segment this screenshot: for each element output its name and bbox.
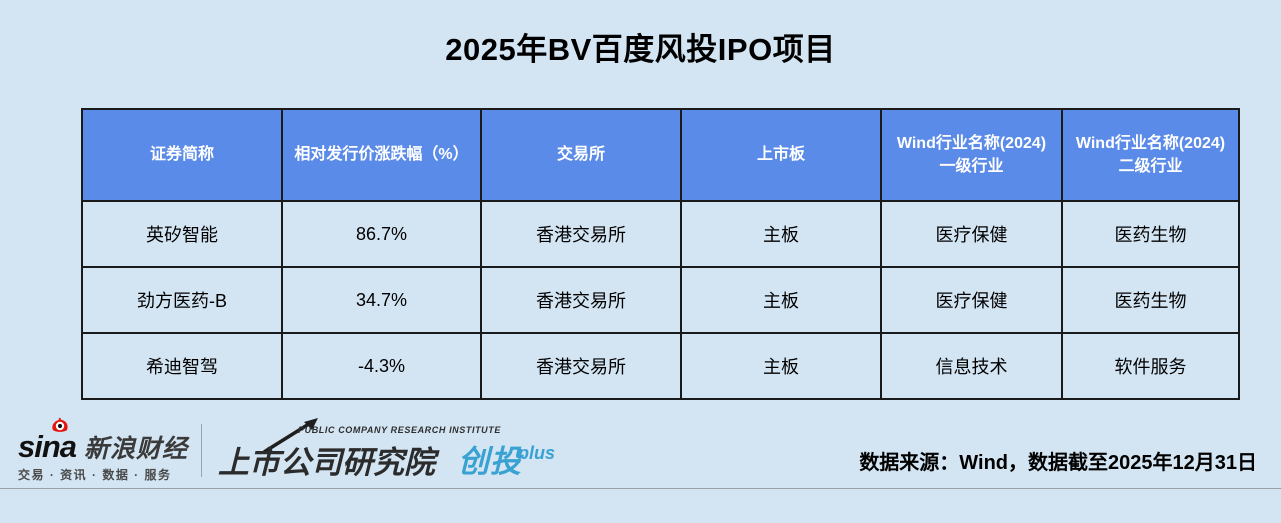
table-cell: 香港交易所 [480,266,682,334]
table-cell: 34.7% [281,266,482,334]
column-header-wind-industry-l1: Wind行业名称(2024) 一级行业 [880,108,1063,202]
sina-wordmark: sina [18,429,77,464]
table-row: 劲方医药-B 34.7% 香港交易所 主板 医疗保健 医药生物 [81,266,1240,334]
table-cell: -4.3% [281,332,482,400]
column-header-wind-industry-l2: Wind行业名称(2024) 二级行业 [1061,108,1240,202]
table-cell: 主板 [680,200,882,268]
sina-finance-logo: sina 新浪财经 交易 · 资讯 · 数据 · 服务 [18,417,203,482]
table-cell: 医疗保健 [880,200,1063,268]
sina-tagline: 交易 · 资讯 · 数据 · 服务 [18,468,172,482]
table-row: 英矽智能 86.7% 香港交易所 主板 医疗保健 医药生物 [81,200,1240,268]
venture-plus-text: plus [518,443,556,463]
research-institute-logo: PUBLIC COMPANY RESEARCH INSTITUTE 上市公司研究… [218,418,500,482]
table-cell: 信息技术 [880,332,1063,400]
footer-divider [0,488,1281,489]
column-header-listing-board: 上市板 [680,108,882,202]
table-row: 希迪智驾 -4.3% 香港交易所 主板 信息技术 软件服务 [81,332,1240,400]
table-cell: 主板 [680,332,882,400]
arrow-up-icon [263,418,318,454]
column-header-price-change: 相对发行价涨跌幅（%） [281,108,482,202]
table-cell: 医疗保健 [880,266,1063,334]
venture-brand-text: 创投 [458,444,522,479]
table-cell: 香港交易所 [480,332,682,400]
data-source-note: 数据来源：Wind，数据截至2025年12月31日 [859,452,1257,474]
table-cell: 香港交易所 [480,200,682,268]
table-header-row: 证券简称 相对发行价涨跌幅（%） 交易所 上市板 Wind行业名称(2024) 一… [81,108,1240,202]
institute-cn-text: 上市公司研究院 [218,445,435,480]
sina-eye-icon [52,417,68,432]
table-cell: 86.7% [281,200,482,268]
column-header-security-name: 证券简称 [81,108,283,202]
venture-plus-logo: 创投plus [458,436,559,481]
column-header-exchange: 交易所 [480,108,682,202]
table-cell: 医药生物 [1061,200,1240,268]
table-cell: 主板 [680,266,882,334]
page-title: 2025年BV百度风投IPO项目 [445,32,836,67]
table-cell: 英矽智能 [81,200,283,268]
ipo-table-container: 证券简称 相对发行价涨跌幅（%） 交易所 上市板 Wind行业名称(2024) 一… [81,108,1240,400]
table-cell: 希迪智驾 [81,332,283,400]
table-cell: 软件服务 [1061,332,1240,400]
table-cell: 医药生物 [1061,266,1240,334]
logo-divider [201,424,202,477]
table-cell: 劲方医药-B [81,266,283,334]
sina-brand-text: 新浪财经 [84,434,189,463]
institute-en-text: PUBLIC COMPANY RESEARCH INSTITUTE [298,425,501,435]
ipo-table: 证券简称 相对发行价涨跌幅（%） 交易所 上市板 Wind行业名称(2024) 一… [81,108,1240,400]
